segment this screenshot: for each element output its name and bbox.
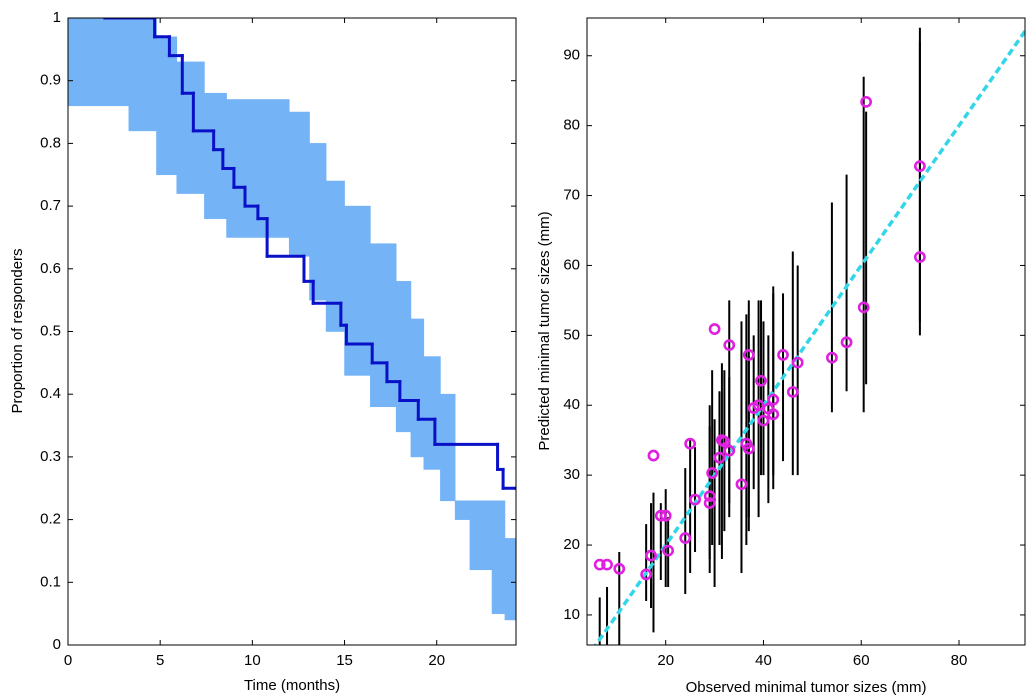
y-tick-label: 0.7 [40, 197, 61, 214]
confidence-band [395, 281, 412, 433]
y-tick-label: 70 [563, 187, 580, 204]
y-tick-label: 80 [563, 117, 580, 134]
confidence-band [410, 318, 425, 458]
y-tick-label: 1 [53, 9, 61, 26]
data-point [718, 435, 731, 448]
confidence-band [469, 500, 493, 571]
confidence-band [288, 111, 310, 257]
y-tick-label: 10 [563, 606, 580, 623]
x-tick-label: 15 [336, 652, 353, 669]
y-tick-label: 0.5 [40, 322, 61, 339]
data-point [684, 437, 697, 450]
x-tick-label: 40 [755, 652, 772, 669]
x-tick-label: 5 [156, 652, 164, 669]
data-point [857, 301, 870, 314]
axes-frame [586, 17, 1026, 646]
confidence-band [454, 500, 471, 520]
data-point [742, 442, 755, 455]
data-point [647, 449, 660, 462]
y-tick-label: 0.6 [40, 260, 61, 277]
confidence-band [309, 143, 327, 301]
y-tick-label: 60 [563, 256, 580, 273]
x-tick-label: 60 [853, 652, 870, 669]
x-tick-label: 20 [657, 652, 674, 669]
confidence-band [156, 36, 178, 176]
x-tick-label: 10 [244, 652, 261, 669]
confidence-band [344, 205, 371, 376]
data-point [654, 509, 667, 522]
data-point [613, 562, 626, 575]
y-tick-label: 90 [563, 47, 580, 64]
confidence-band [491, 500, 506, 614]
data-point [706, 467, 719, 479]
data-point [713, 451, 726, 464]
data-point [752, 399, 765, 412]
data-point [755, 374, 767, 387]
data-point [913, 160, 926, 173]
data-point [703, 490, 716, 503]
data-point [593, 558, 606, 571]
data-point [723, 444, 736, 457]
x-axis-label: Observed minimal tumor sizes (mm) [686, 679, 927, 696]
y-tick-label: 40 [563, 396, 580, 413]
confidence-band [95, 18, 130, 107]
confidence-band [68, 18, 96, 107]
data-point [659, 509, 672, 522]
confidence-band [423, 356, 441, 470]
data-point [640, 568, 653, 581]
data-point [757, 414, 770, 427]
data-point [601, 558, 613, 571]
confidence-band [264, 99, 290, 238]
data-point [767, 393, 780, 406]
y-axis-label: Proportion of responders [9, 248, 26, 413]
plot-area [593, 27, 1025, 645]
plot-area [68, 18, 516, 621]
x-tick-label: 0 [64, 652, 72, 669]
y-tick-label: 0 [53, 636, 61, 653]
data-point [689, 493, 701, 506]
data-point [913, 251, 926, 263]
x-axis-label: Time (months) [244, 677, 340, 694]
data-point [662, 544, 675, 557]
data-point [723, 339, 736, 352]
y-tick-label: 20 [563, 536, 580, 553]
data-point [777, 349, 789, 361]
confidence-band [128, 18, 157, 132]
data-point [735, 478, 748, 491]
data-point [826, 351, 838, 364]
y-axis-label: Predicted minimal tumor sizes (mm) [536, 211, 553, 450]
y-tick-label: 0.3 [40, 448, 61, 465]
data-point [703, 497, 716, 510]
y-tick-label: 0.9 [40, 72, 61, 89]
y-tick-label: 0.1 [40, 573, 61, 590]
data-point [840, 336, 853, 349]
y-tick-label: 0.4 [40, 385, 61, 402]
y-tick-label: 30 [563, 466, 580, 483]
data-point [791, 356, 804, 369]
y-tick-label: 0.8 [40, 134, 61, 151]
data-point [742, 349, 755, 361]
x-tick-label: 20 [428, 652, 445, 669]
data-point [786, 386, 799, 398]
data-point [860, 95, 873, 108]
confidence-band [440, 393, 456, 502]
data-point [679, 532, 692, 544]
y-tick-label: 50 [563, 326, 580, 343]
data-point [767, 408, 780, 421]
x-tick-label: 80 [951, 652, 968, 669]
reference-line [593, 28, 1025, 645]
y-tick-label: 0.2 [40, 511, 61, 528]
data-point [645, 549, 657, 562]
confidence-band [504, 538, 516, 621]
data-point [708, 323, 721, 335]
